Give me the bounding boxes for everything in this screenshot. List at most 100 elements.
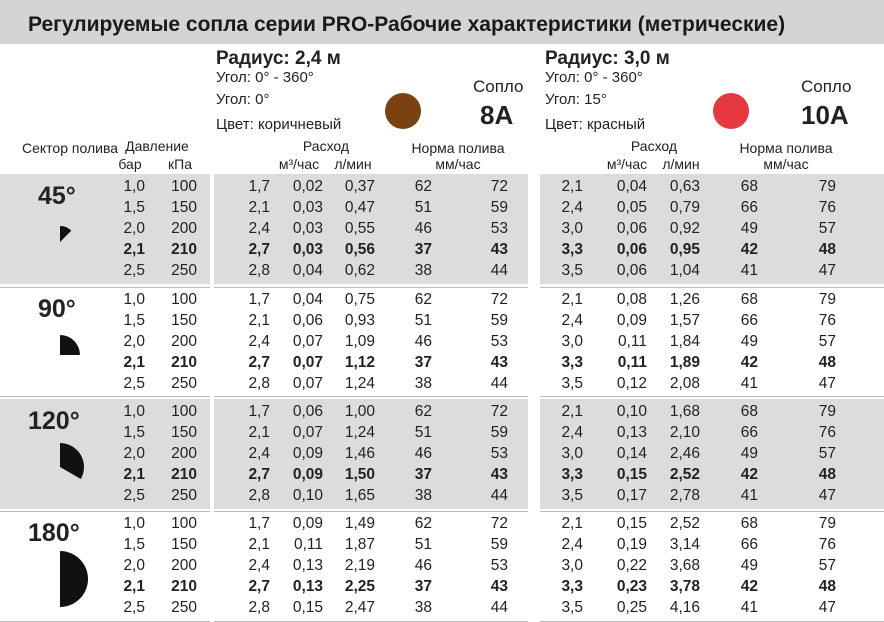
table-cell: 2,1: [123, 241, 145, 259]
table-cell: 43: [490, 354, 508, 372]
table-cell: 1,68: [669, 403, 700, 420]
table-cell: 3,3: [561, 578, 583, 596]
table-cell: 100: [171, 291, 197, 308]
table-cell: 1,84: [669, 333, 700, 351]
table-cell: 3,0: [561, 557, 583, 575]
table-cell: 37: [414, 578, 432, 596]
table-cell: 62: [414, 178, 432, 195]
table-cell: 41: [740, 375, 758, 393]
table-cell: 68: [740, 291, 758, 308]
page-title: Регулируемые сопла серии PRO-Рабочие хар…: [28, 13, 786, 36]
table-cell: 2,8: [248, 375, 270, 393]
column-divider: [528, 287, 540, 397]
table-cell: 0,14: [616, 445, 647, 463]
sector-wedge-shape: [60, 443, 84, 479]
sector-angle-label: 45°: [38, 182, 76, 210]
table-cell: 0,93: [344, 312, 375, 330]
nozzle-b-angle: Угол: 15°: [545, 91, 607, 108]
table-cell: 49: [740, 333, 758, 351]
table-cell: 200: [171, 220, 197, 238]
table-cell: 0,75: [344, 291, 375, 308]
table-cell: 48: [818, 354, 836, 372]
table-cell: 100: [171, 178, 197, 195]
table-cell: 1,5: [123, 199, 145, 217]
table-cell: 150: [171, 424, 197, 442]
mmh-header-a: мм/час: [435, 156, 481, 172]
table-cell: 210: [171, 466, 197, 484]
table-cell: 250: [171, 599, 197, 617]
table-cell: 41: [740, 262, 758, 280]
table-cell: 1,0: [123, 515, 145, 532]
table-cell: 2,7: [248, 241, 270, 259]
table-cell: 42: [740, 354, 758, 372]
table-cell: 2,1: [123, 466, 145, 484]
table-cell: 48: [818, 241, 836, 259]
table-cell: 48: [818, 578, 836, 596]
precip-header-a: Норма полива: [411, 140, 505, 156]
table-cell: 0,06: [616, 220, 647, 238]
table-cell: 3,5: [561, 599, 583, 617]
table-cell: 0,56: [344, 241, 375, 259]
table-cell: 0,07: [292, 375, 323, 393]
nozzle-b-label: Сопло: [801, 77, 852, 96]
table-cell: 47: [818, 599, 836, 617]
table-cell: 3,5: [561, 375, 583, 393]
table-cell: 0,06: [616, 241, 647, 259]
table-cell: 210: [171, 241, 197, 259]
table-cell: 59: [490, 424, 508, 442]
table-cell: 42: [740, 578, 758, 596]
table-cell: 200: [171, 557, 197, 575]
nozzle-a-color: Цвет: коричневый: [216, 116, 342, 133]
table-cell: 2,4: [561, 424, 583, 442]
table-cell: 0,23: [616, 578, 647, 596]
table-cell: 42: [740, 466, 758, 484]
table-cell: 2,7: [248, 354, 270, 372]
table-cell: 0,05: [616, 199, 647, 217]
table-cell: 2,0: [123, 557, 145, 575]
table-cell: 0,55: [344, 220, 375, 238]
table-cell: 47: [818, 262, 836, 280]
sector-wedge-shape: [60, 551, 88, 607]
table-cell: 51: [414, 536, 432, 554]
table-cell: 2,1: [123, 578, 145, 596]
table-cell: 0,11: [617, 333, 647, 351]
table-cell: 2,0: [123, 445, 145, 463]
table-cell: 1,12: [344, 354, 375, 372]
table-cell: 46: [414, 557, 432, 575]
column-divider: [210, 399, 214, 509]
table-cell: 3,0: [561, 333, 583, 351]
table-cell: 1,7: [248, 291, 270, 308]
table-cell: 100: [171, 403, 197, 420]
table-cell: 57: [818, 557, 836, 575]
table-cell: 79: [818, 291, 836, 308]
m3h-header-b: м³/час: [606, 156, 648, 172]
table-cell: 44: [490, 599, 508, 617]
table-cell: 1,24: [344, 424, 375, 442]
table-cell: 1,7: [248, 403, 270, 420]
sector-angle-label: 120°: [28, 407, 80, 435]
table-cell: 1,49: [344, 515, 375, 532]
table-cell: 53: [490, 557, 508, 575]
table-cell: 2,8: [248, 599, 270, 617]
nozzle-a-radius: Радиус: 2,4 м: [216, 48, 341, 69]
table-cell: 66: [740, 199, 758, 217]
table-cell: 37: [414, 354, 432, 372]
table-cell: 47: [818, 487, 836, 505]
table-cell: 2,1: [248, 424, 270, 442]
kpa-header: кПа: [168, 156, 192, 172]
table-cell: 76: [818, 536, 836, 554]
table-cell: 0,13: [292, 557, 323, 575]
table-cell: 0,10: [292, 487, 323, 505]
table-cell: 3,68: [669, 557, 700, 575]
table-cell: 1,46: [344, 445, 375, 463]
table-cell: 2,4: [561, 199, 583, 217]
table-cell: 0,63: [669, 178, 700, 195]
table-cell: 59: [490, 199, 508, 217]
table-cell: 0,08: [616, 291, 647, 308]
precip-header-b: Норма полива: [739, 140, 833, 156]
table-cell: 38: [414, 262, 432, 280]
table-cell: 0,04: [292, 291, 323, 308]
table-cell: 2,1: [561, 515, 583, 532]
table-cell: 1,5: [123, 424, 145, 442]
table-cell: 3,5: [561, 262, 583, 280]
